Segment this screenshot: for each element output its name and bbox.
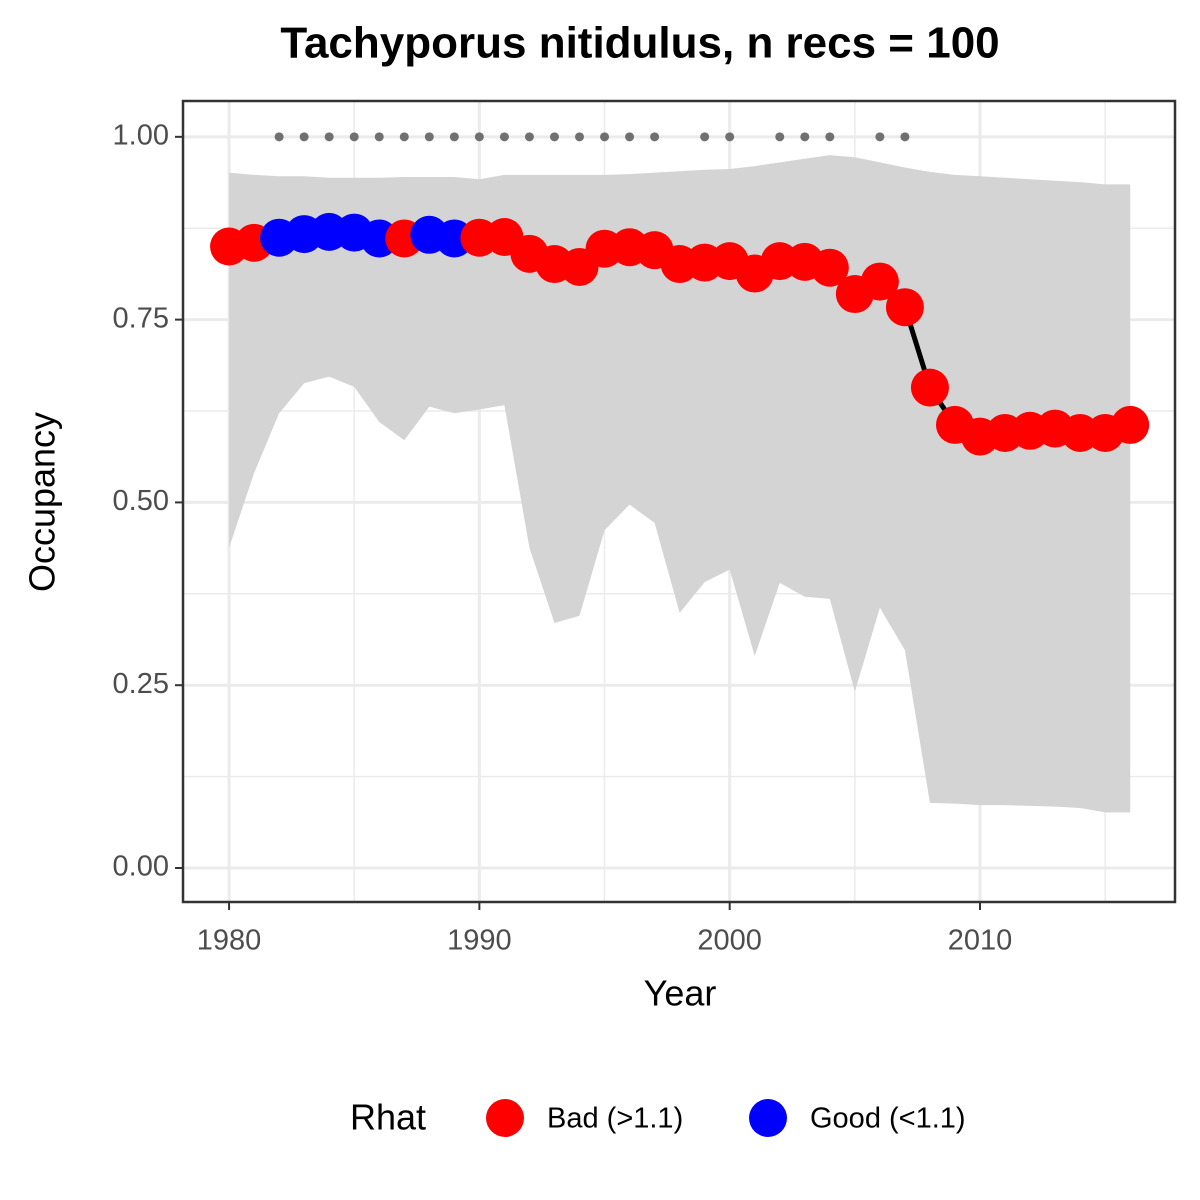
record-point <box>574 132 584 142</box>
occupancy-point <box>1111 405 1150 444</box>
record-point <box>725 132 735 142</box>
x-tick-label: 2000 <box>697 925 762 957</box>
record-point <box>474 132 484 142</box>
y-tick-label: 0.50 <box>113 485 169 517</box>
record-point <box>900 132 910 142</box>
record-point <box>299 132 309 142</box>
record-point <box>449 132 459 142</box>
record-point <box>775 132 785 142</box>
y-tick-label: 0.00 <box>113 851 169 883</box>
record-point <box>700 132 710 142</box>
record-point <box>650 132 660 142</box>
occupancy-point <box>810 248 849 287</box>
x-tick-label: 2010 <box>948 925 1013 957</box>
record-point <box>524 132 534 142</box>
record-point <box>349 132 359 142</box>
occupancy-point <box>885 288 924 327</box>
legend-label: Good (<1.1) <box>810 1103 966 1135</box>
record-point <box>549 132 559 142</box>
y-tick-label: 0.75 <box>113 302 169 334</box>
x-tick-label: 1990 <box>447 925 512 957</box>
record-point <box>499 132 509 142</box>
record-point <box>324 132 334 142</box>
x-axis-label: Year <box>644 973 717 1014</box>
record-point <box>600 132 610 142</box>
record-point <box>800 132 810 142</box>
record-point <box>274 132 284 142</box>
y-axis-label: Occupancy <box>22 412 63 592</box>
occupancy-point <box>910 368 949 407</box>
legend-marker <box>486 1099 524 1137</box>
record-point <box>374 132 384 142</box>
chart-title: Tachyporus nitidulus, n recs = 100 <box>280 19 999 68</box>
record-point <box>875 132 885 142</box>
y-tick-label: 1.00 <box>113 119 169 151</box>
record-point <box>399 132 409 142</box>
record-point <box>625 132 635 142</box>
panel-border <box>181 99 1177 904</box>
legend-label: Bad (>1.1) <box>547 1103 683 1135</box>
x-tick-label: 1980 <box>197 925 262 957</box>
record-point <box>424 132 434 142</box>
occupancy-point <box>860 262 899 301</box>
legend-marker <box>749 1099 787 1137</box>
legend-title: Rhat <box>350 1097 426 1138</box>
y-tick-label: 0.25 <box>113 668 169 700</box>
record-point <box>825 132 835 142</box>
